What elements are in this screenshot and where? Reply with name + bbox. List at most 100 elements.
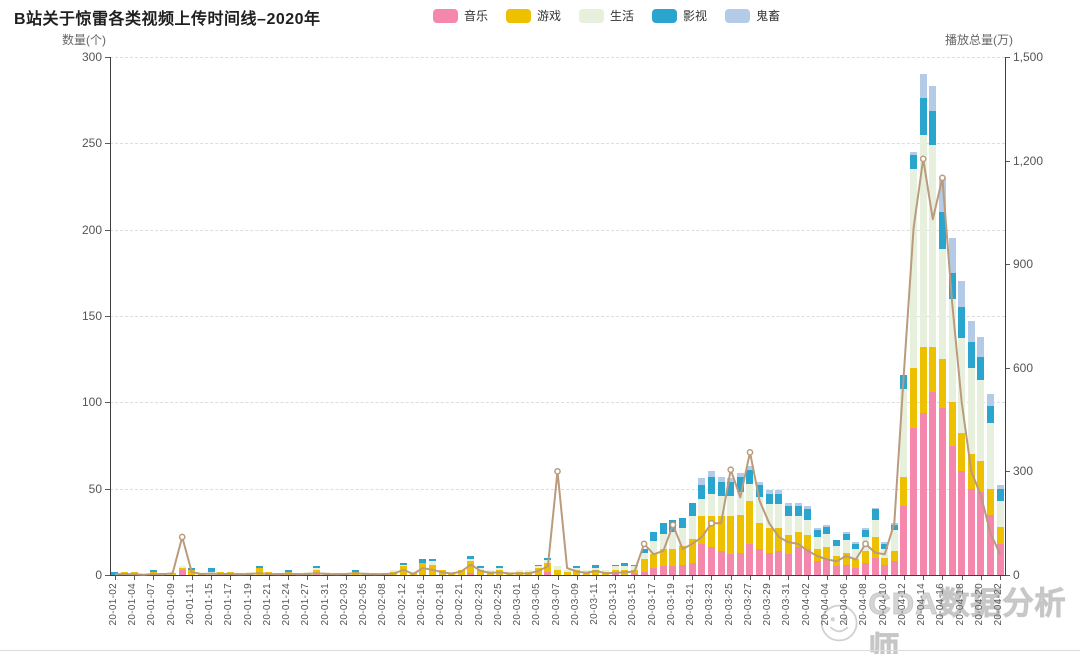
bar-20-04-03[interactable] <box>813 57 821 575</box>
bar-20-03-13[interactable] <box>611 57 619 575</box>
bar-20-03-05[interactable] <box>534 57 542 575</box>
bar-20-01-21[interactable] <box>265 57 273 575</box>
bar-20-03-08[interactable] <box>563 57 571 575</box>
bar-20-04-17[interactable] <box>948 57 956 575</box>
bar-20-03-16[interactable] <box>640 57 648 575</box>
bar-20-02-23[interactable] <box>477 57 484 575</box>
bar-20-03-15[interactable] <box>630 57 638 575</box>
bar-20-03-30[interactable] <box>775 57 783 575</box>
bar-20-03-27[interactable] <box>746 57 754 575</box>
bar-20-02-01[interactable] <box>332 57 340 575</box>
bar-20-01-17[interactable] <box>226 57 234 575</box>
bar-20-03-19[interactable] <box>669 57 677 575</box>
bar-20-01-05[interactable] <box>140 57 147 575</box>
bar-20-03-25[interactable] <box>727 57 735 575</box>
bar-20-02-03[interactable] <box>342 57 350 575</box>
bar-20-03-26[interactable] <box>736 57 744 575</box>
bar-20-03-22[interactable] <box>698 57 706 575</box>
bar-20-02-18[interactable] <box>438 57 446 575</box>
bar-20-03-21[interactable] <box>688 57 696 575</box>
bar-20-03-18[interactable] <box>659 57 667 575</box>
bar-20-03-29[interactable] <box>765 57 773 575</box>
bar-20-04-07[interactable] <box>852 57 860 575</box>
bar-20-04-02[interactable] <box>804 57 812 575</box>
bar-20-04-13[interactable] <box>910 57 918 575</box>
bar-20-02-10[interactable] <box>390 57 398 575</box>
bar-20-04-04[interactable] <box>823 57 831 575</box>
bar-20-01-18[interactable] <box>236 57 244 575</box>
legend-item-影视[interactable]: 影视 <box>652 7 707 24</box>
bar-20-01-04[interactable] <box>130 57 138 575</box>
bar-20-03-10[interactable] <box>582 57 590 575</box>
bar-20-01-08[interactable] <box>159 57 167 575</box>
bar-20-01-15[interactable] <box>207 57 215 575</box>
bar-20-02-06[interactable] <box>371 57 379 575</box>
bar-20-03-01[interactable] <box>515 57 523 575</box>
bar-20-01-27[interactable] <box>303 57 311 575</box>
bar-20-01-10[interactable] <box>178 57 186 575</box>
bar-20-03-11[interactable] <box>592 57 600 575</box>
legend-item-鬼畜[interactable]: 鬼畜 <box>725 7 780 24</box>
bar-20-02-25[interactable] <box>496 57 504 575</box>
bar-20-03-12[interactable] <box>602 57 610 575</box>
bar-20-03-28[interactable] <box>756 57 764 575</box>
bar-20-01-20[interactable] <box>255 57 263 575</box>
bar-20-04-06[interactable] <box>842 57 850 575</box>
legend-item-生活[interactable]: 生活 <box>579 7 634 24</box>
bar-20-03-14[interactable] <box>621 57 629 575</box>
bar-20-03-24[interactable] <box>717 57 725 575</box>
bar-20-03-07[interactable] <box>554 57 561 575</box>
bar-20-02-14[interactable] <box>409 57 417 575</box>
bar-20-01-31[interactable] <box>323 57 331 575</box>
bar-20-04-09[interactable] <box>871 57 879 575</box>
bar-20-04-21[interactable] <box>987 57 995 575</box>
bar-20-04-11[interactable] <box>890 57 898 575</box>
bar-20-04-19[interactable] <box>967 57 975 575</box>
bar-20-02-27[interactable] <box>505 57 513 575</box>
bar-20-04-15[interactable] <box>929 57 937 575</box>
bar-20-01-16[interactable] <box>217 57 225 575</box>
bar-20-04-10[interactable] <box>881 57 889 575</box>
bar-20-03-09[interactable] <box>573 57 581 575</box>
bar-20-01-29[interactable] <box>313 57 321 575</box>
bar-segment-影视 <box>861 530 869 538</box>
bar-20-04-14[interactable] <box>919 57 927 575</box>
bar-20-01-24[interactable] <box>284 57 292 575</box>
bar-20-04-20[interactable] <box>977 57 985 575</box>
bar-20-02-05[interactable] <box>361 57 369 575</box>
bar-20-04-12[interactable] <box>900 57 908 575</box>
bar-20-01-02[interactable] <box>111 57 119 575</box>
bar-20-02-16[interactable] <box>419 57 427 575</box>
bar-20-04-08[interactable] <box>861 57 869 575</box>
bar-20-02-21[interactable] <box>457 57 465 575</box>
bar-20-04-16[interactable] <box>938 57 946 575</box>
bar-20-02-19[interactable] <box>448 57 456 575</box>
bar-20-02-12[interactable] <box>400 57 408 575</box>
bar-20-01-22[interactable] <box>274 57 282 575</box>
bar-segment-生活 <box>746 483 754 501</box>
bar-20-03-06[interactable] <box>544 57 552 575</box>
bar-20-02-22[interactable] <box>467 57 475 575</box>
bar-20-03-23[interactable] <box>707 57 715 575</box>
bar-20-02-08[interactable] <box>380 57 388 575</box>
bar-20-02-04[interactable] <box>351 57 359 575</box>
bar-20-02-17[interactable] <box>428 57 436 575</box>
bar-20-03-17[interactable] <box>650 57 658 575</box>
bar-20-04-18[interactable] <box>958 57 966 575</box>
bar-20-04-05[interactable] <box>833 57 841 575</box>
bar-20-01-19[interactable] <box>246 57 254 575</box>
bar-20-03-20[interactable] <box>679 57 687 575</box>
bar-20-01-03[interactable] <box>120 57 128 575</box>
bar-20-01-09[interactable] <box>169 57 177 575</box>
bar-20-03-03[interactable] <box>525 57 533 575</box>
bar-20-02-24[interactable] <box>486 57 494 575</box>
bar-20-01-07[interactable] <box>149 57 157 575</box>
bar-20-01-11[interactable] <box>188 57 196 575</box>
bar-20-01-13[interactable] <box>197 57 205 575</box>
bar-20-04-01[interactable] <box>794 57 802 575</box>
bar-20-03-31[interactable] <box>784 57 792 575</box>
bar-20-04-22[interactable] <box>996 57 1004 575</box>
bar-20-01-25[interactable] <box>294 57 302 575</box>
legend-item-游戏[interactable]: 游戏 <box>506 7 561 24</box>
legend-item-音乐[interactable]: 音乐 <box>433 7 488 24</box>
